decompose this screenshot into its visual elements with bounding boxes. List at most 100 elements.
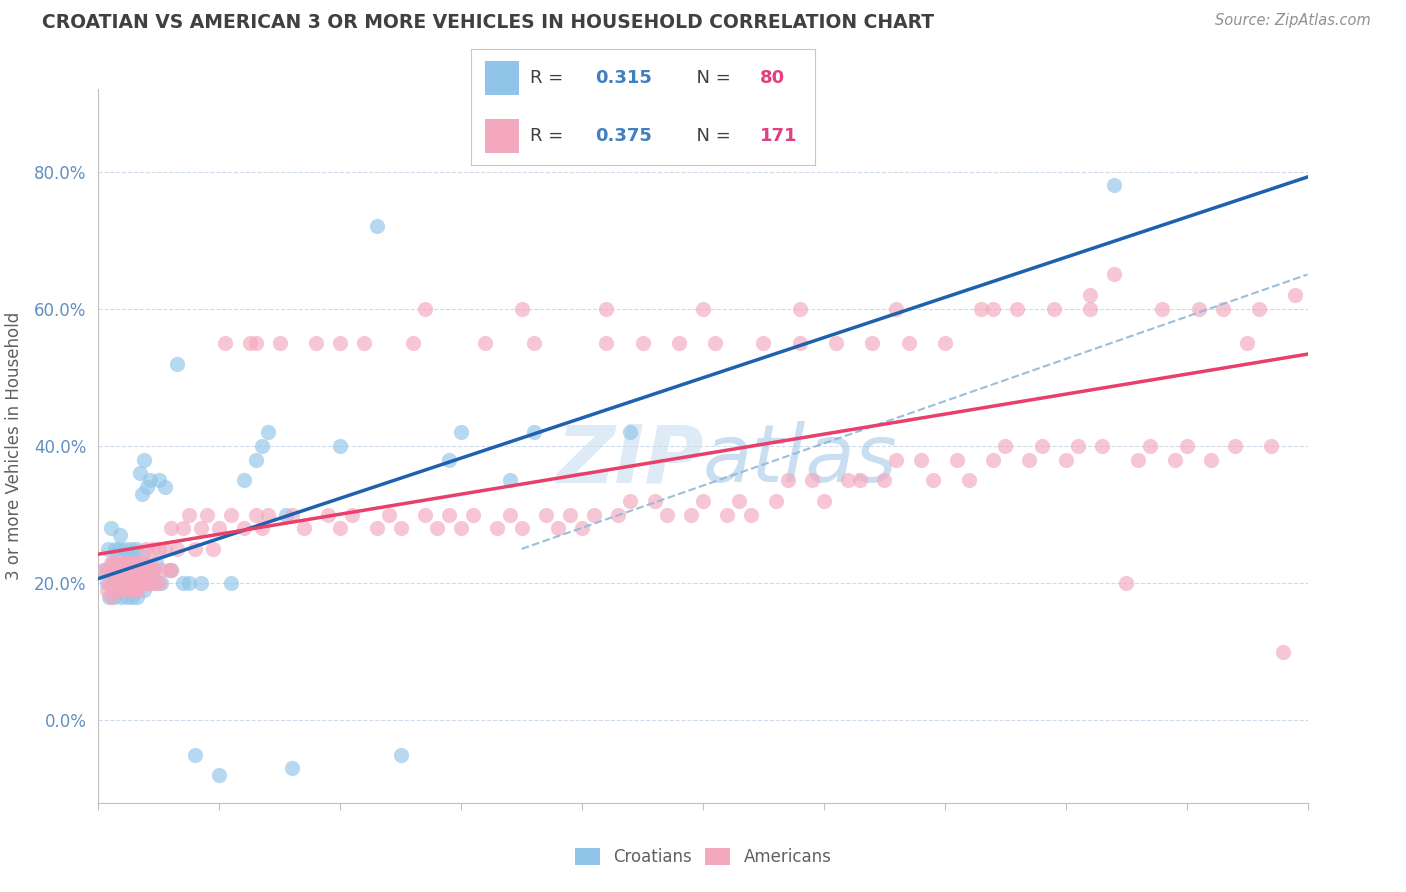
Point bbox=[486, 521, 509, 535]
Point bbox=[970, 301, 993, 316]
Point bbox=[704, 336, 727, 351]
Point bbox=[114, 576, 136, 591]
Point bbox=[125, 576, 148, 591]
Point bbox=[166, 357, 188, 371]
Point bbox=[740, 508, 762, 522]
Point bbox=[994, 439, 1017, 453]
Point bbox=[97, 562, 120, 576]
Point bbox=[135, 569, 157, 583]
Point bbox=[221, 576, 243, 591]
Point bbox=[1139, 439, 1161, 453]
Point bbox=[221, 508, 243, 522]
Point bbox=[98, 576, 121, 591]
Point bbox=[127, 590, 149, 604]
Point bbox=[202, 541, 225, 556]
Point bbox=[100, 590, 122, 604]
Point bbox=[353, 336, 375, 351]
Point bbox=[157, 562, 180, 576]
Point bbox=[104, 541, 127, 556]
Point bbox=[498, 473, 520, 487]
Point bbox=[142, 562, 165, 576]
Point bbox=[114, 541, 136, 556]
Point bbox=[184, 541, 207, 556]
Point bbox=[124, 569, 146, 583]
Point bbox=[1007, 301, 1029, 316]
Point bbox=[145, 556, 167, 570]
Point bbox=[120, 541, 142, 556]
Point bbox=[153, 480, 176, 494]
Point bbox=[148, 576, 170, 591]
Point bbox=[184, 747, 207, 762]
Point bbox=[135, 562, 157, 576]
Point bbox=[117, 569, 139, 583]
Point bbox=[910, 452, 932, 467]
Point bbox=[292, 521, 315, 535]
Point bbox=[111, 562, 134, 576]
Point bbox=[245, 336, 267, 351]
Point bbox=[120, 562, 142, 576]
Point bbox=[1272, 645, 1295, 659]
Point bbox=[114, 576, 136, 591]
Point bbox=[1078, 288, 1101, 302]
Point bbox=[128, 467, 150, 481]
Point bbox=[135, 480, 157, 494]
Point bbox=[105, 556, 128, 570]
Point bbox=[426, 521, 449, 535]
Point bbox=[105, 562, 128, 576]
Point bbox=[166, 541, 188, 556]
Point bbox=[232, 521, 254, 535]
Point bbox=[463, 508, 485, 522]
Point bbox=[120, 569, 142, 583]
Point bbox=[134, 583, 156, 598]
Point bbox=[121, 576, 143, 591]
Point bbox=[127, 583, 149, 598]
Point bbox=[93, 562, 115, 576]
Point bbox=[886, 452, 908, 467]
Point bbox=[100, 556, 122, 570]
Point bbox=[437, 508, 460, 522]
Point bbox=[510, 301, 533, 316]
Point bbox=[111, 556, 134, 570]
Point bbox=[141, 562, 163, 576]
Point bbox=[111, 576, 134, 591]
Point bbox=[143, 576, 166, 591]
Point bbox=[437, 452, 460, 467]
Point bbox=[195, 508, 218, 522]
Point bbox=[115, 562, 138, 576]
Point bbox=[108, 541, 131, 556]
Point bbox=[128, 576, 150, 591]
Point bbox=[208, 521, 231, 535]
Point bbox=[150, 562, 173, 576]
Point bbox=[1236, 336, 1258, 351]
Point bbox=[1249, 301, 1271, 316]
Point bbox=[281, 508, 304, 522]
Point bbox=[239, 336, 262, 351]
Point bbox=[1212, 301, 1234, 316]
Point bbox=[800, 473, 823, 487]
Point bbox=[124, 583, 146, 598]
Point bbox=[534, 508, 557, 522]
Point bbox=[1054, 452, 1077, 467]
Point bbox=[100, 521, 122, 535]
Point bbox=[946, 452, 969, 467]
Point bbox=[1067, 439, 1090, 453]
Point bbox=[558, 508, 581, 522]
Point bbox=[124, 583, 146, 598]
Point bbox=[1018, 452, 1040, 467]
Text: 0.375: 0.375 bbox=[595, 127, 652, 145]
Point bbox=[148, 473, 170, 487]
Point bbox=[135, 576, 157, 591]
Point bbox=[150, 576, 173, 591]
Point bbox=[118, 576, 141, 591]
Point bbox=[214, 336, 236, 351]
Point bbox=[619, 494, 641, 508]
Point bbox=[142, 541, 165, 556]
Point bbox=[1199, 452, 1222, 467]
Point bbox=[112, 569, 135, 583]
Point bbox=[389, 521, 412, 535]
Point bbox=[131, 487, 153, 501]
Point bbox=[107, 583, 129, 598]
Point bbox=[232, 473, 254, 487]
Point bbox=[849, 473, 872, 487]
Point bbox=[208, 768, 231, 782]
